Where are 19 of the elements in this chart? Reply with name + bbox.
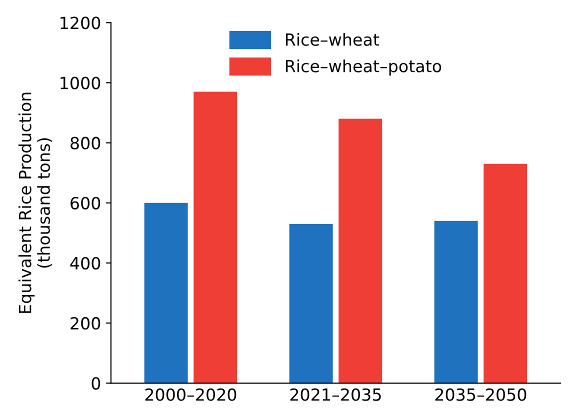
x-tick-label: 2021–2035 [290,388,381,401]
y-axis-title: Equivalent Rice Production (thousand tons) [18,92,52,313]
legend-label: Rice–wheat [286,32,380,46]
bar [338,118,382,384]
y-tick-label: 0 [92,377,100,390]
bar [144,202,188,384]
bar [434,220,478,384]
y-tick-label: 400 [70,256,100,270]
x-tick-label: 2000–2020 [145,388,236,401]
y-tick-label: 1000 [60,76,100,90]
bar [194,92,238,384]
y-tick-label: 200 [70,317,100,330]
y-tick-label: 1200 [60,16,100,30]
x-tick-label: 2035–2050 [435,388,526,401]
y-tick-label: 800 [70,136,100,150]
bar [289,224,333,384]
legend-label: Rice–wheat–potato [286,59,442,76]
y-tick-label: 600 [70,196,100,210]
bar [484,164,528,384]
